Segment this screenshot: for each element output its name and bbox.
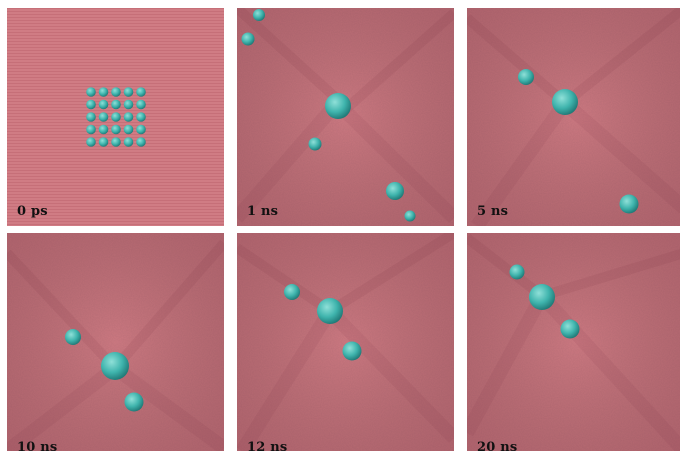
nanoparticle xyxy=(86,124,96,135)
nanoparticle xyxy=(560,319,580,339)
nanoparticle xyxy=(518,69,534,85)
time-label: 0 ps xyxy=(17,204,48,219)
nanoparticle xyxy=(111,137,121,147)
nanoparticle xyxy=(65,329,81,345)
time-label: 12 ns xyxy=(247,440,288,451)
membrane-flat-image xyxy=(7,8,224,226)
nanoparticle xyxy=(253,9,265,21)
time-label: 10 ns xyxy=(17,440,58,451)
nanoparticle xyxy=(404,210,416,222)
nanoparticle xyxy=(308,137,322,151)
nanoparticle xyxy=(111,87,121,97)
nanoparticle xyxy=(241,32,255,46)
panel-12ns: 12 ns xyxy=(237,233,454,451)
nanoparticle xyxy=(136,99,146,110)
membrane-image xyxy=(467,233,680,451)
panel-5ns: 5 ns xyxy=(467,8,680,226)
nanoparticle xyxy=(123,137,134,147)
nanoparticle xyxy=(136,124,146,135)
nanoparticle xyxy=(123,124,134,135)
nanoparticle xyxy=(111,124,121,135)
nanoparticle xyxy=(619,194,639,214)
nanoparticle xyxy=(123,99,134,110)
time-label: 1 ns xyxy=(247,204,279,219)
nanoparticle xyxy=(86,137,96,147)
time-label: 5 ns xyxy=(477,204,509,219)
nanoparticle xyxy=(342,341,362,361)
nanoparticle xyxy=(98,112,109,122)
nanoparticle xyxy=(98,124,109,135)
membrane-image xyxy=(237,8,454,226)
nanoparticle xyxy=(317,298,343,324)
nanoparticle xyxy=(123,112,134,122)
membrane-image xyxy=(7,233,224,451)
nanoparticle xyxy=(98,99,109,110)
nanoparticle xyxy=(86,87,96,97)
panel-20ns: 20 ns xyxy=(467,233,680,451)
nanoparticle xyxy=(86,112,96,122)
nanoparticle xyxy=(284,284,300,300)
panel-0ps: 0 ps xyxy=(7,8,224,226)
nanoparticle xyxy=(136,137,146,147)
nanoparticle xyxy=(111,99,121,110)
nanoparticle xyxy=(136,112,146,122)
nanoparticle xyxy=(101,352,129,380)
nanoparticle xyxy=(98,87,109,97)
nanoparticle xyxy=(123,87,134,97)
nanoparticle xyxy=(386,182,404,200)
panel-1ns: 1 ns xyxy=(237,8,454,226)
nanoparticle xyxy=(136,87,146,97)
nanoparticle xyxy=(86,99,96,110)
membrane-image xyxy=(467,8,680,226)
nanoparticle xyxy=(552,89,578,115)
nanoparticle xyxy=(529,284,555,310)
nanoparticle xyxy=(509,264,525,280)
nanoparticle xyxy=(111,112,121,122)
time-label: 20 ns xyxy=(477,440,518,451)
panel-10ns: 10 ns xyxy=(7,233,224,451)
nanoparticle xyxy=(98,137,109,147)
particle-grid xyxy=(86,87,146,147)
nanoparticle xyxy=(325,93,351,119)
membrane-image xyxy=(237,233,454,451)
nanoparticle xyxy=(124,392,144,412)
